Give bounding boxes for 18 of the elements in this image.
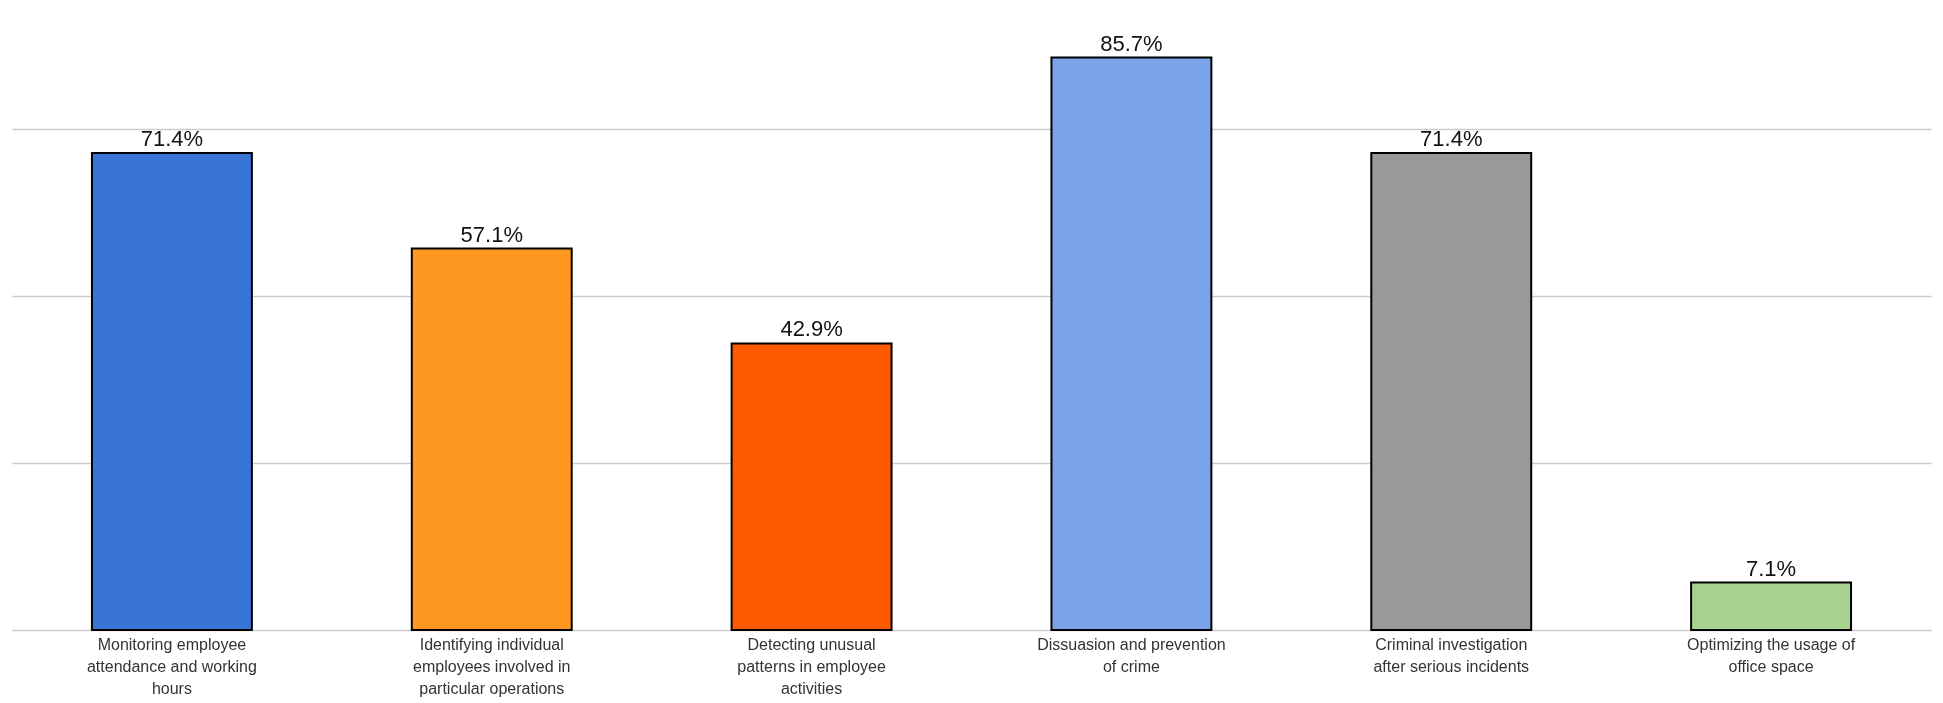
x-tick-label: Detecting unusual patterns in employee activities xyxy=(737,635,886,697)
x-tick-label: Dissuasion and prevention of crime xyxy=(1037,635,1226,675)
bar xyxy=(1370,152,1533,631)
x-tick-label: Identifying individual employees involved in particular operations xyxy=(413,635,571,697)
bar xyxy=(1050,56,1213,631)
x-tick-label: Criminal investigation after serious incidents xyxy=(1373,635,1530,675)
data-label: 57.1% xyxy=(460,221,523,247)
data-label: 85.7% xyxy=(1100,30,1163,56)
x-tick-label: Optimizing the usage of office space xyxy=(1687,635,1856,675)
x-tick-label: Monitoring employee attendance and working hours xyxy=(86,635,257,697)
data-label: 42.9% xyxy=(780,316,843,342)
bar xyxy=(90,152,253,631)
data-label: 71.4% xyxy=(140,126,204,152)
data-label: 7.1% xyxy=(1746,555,1797,581)
bar xyxy=(730,342,893,631)
bar xyxy=(410,247,573,631)
bar xyxy=(1690,581,1853,631)
data-label: 71.4% xyxy=(1420,126,1483,152)
